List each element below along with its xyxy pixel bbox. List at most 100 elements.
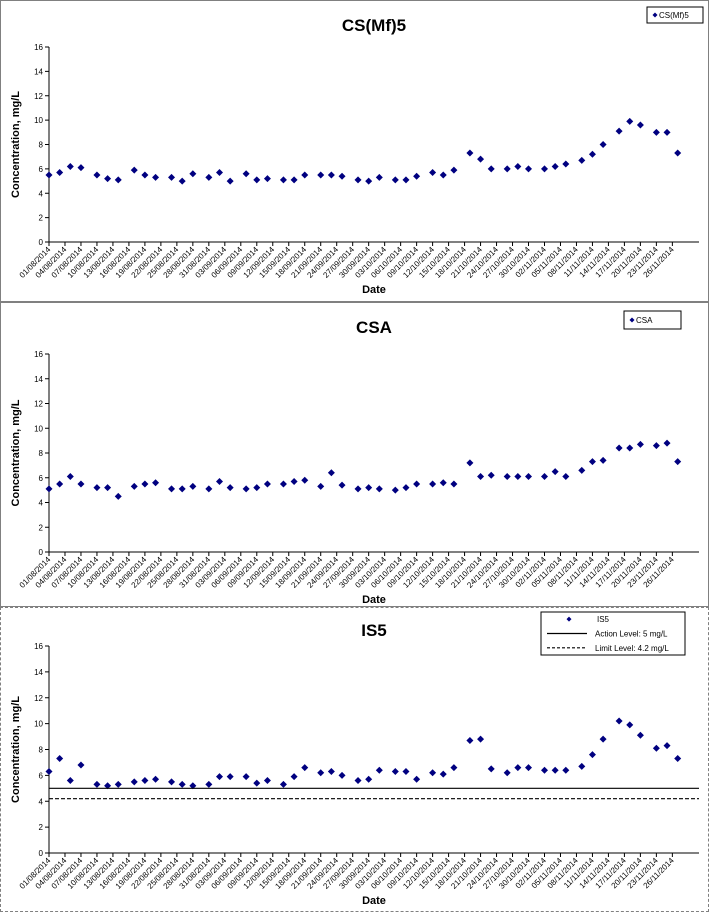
y-axis-title: Concentration, mg/L [10,696,22,803]
legend-label: IS5 [597,615,610,624]
data-point [215,477,223,485]
data-point [636,121,644,129]
y-tick-label: 8 [39,141,44,150]
data-point [450,480,458,488]
data-point [242,485,250,493]
data-point [253,176,261,184]
data-point [503,769,511,777]
data-point [327,171,335,179]
data-point [450,764,458,772]
data-point [663,128,671,136]
data-point [674,755,682,763]
data-point [279,480,287,488]
data-point [104,782,112,790]
data-point [338,172,346,180]
chart-panel-is5: IS5 0 2 4 6 8 10 12 14 16 01/08/2014 04/08/2014 07/0… [0,607,709,912]
y-tick-label: 10 [34,424,43,433]
data-point [674,149,682,157]
data-point [242,773,250,781]
data-point [45,767,53,775]
data-point [141,777,149,785]
data-point [487,471,495,479]
data-point [215,773,223,781]
legend: CS(Mf)5 [646,6,704,24]
y-tick-label: 2 [39,214,44,223]
data-point [551,766,559,774]
data-point [301,476,309,484]
data-point [189,782,197,790]
y-tick-label: 16 [34,350,43,359]
data-point [205,173,213,181]
data-point [178,780,186,788]
data-point [338,481,346,489]
data-point [578,762,586,770]
data-point [226,773,234,781]
y-tick-label: 14 [34,375,43,384]
data-point [429,769,437,777]
data-point [599,456,607,464]
data-point [130,166,138,174]
y-tick-label: 16 [34,43,43,52]
data-point [66,777,74,785]
data-point [93,780,101,788]
data-point [141,171,149,179]
y-tick-label: 12 [34,400,43,409]
data-point [652,128,660,136]
data-point [626,444,634,452]
data-point [652,442,660,450]
data-point [141,480,149,488]
y-axis-title: Concentration, mg/L [10,399,22,506]
data-point [429,480,437,488]
data-point [205,485,213,493]
data-point [279,780,287,788]
data-point [263,777,271,785]
data-point [599,141,607,148]
data-point [253,484,261,492]
data-point [615,127,623,135]
data-point [551,468,559,476]
data-point [477,155,485,163]
data-point [663,742,671,750]
data-point [189,482,197,490]
y-tick-label: 0 [39,238,44,247]
data-point [226,484,234,492]
data-point [114,780,122,788]
y-tick-label: 8 [39,746,44,755]
data-point [56,169,64,177]
data-point [588,458,596,466]
chart-is5: IS5024681012141601/08/201404/08/201407/0… [10,611,699,907]
y-tick-label: 8 [39,449,44,458]
data-point [290,477,298,485]
data-point [93,484,101,492]
data-point [615,444,623,452]
chart-title: IS5 [361,621,387,640]
chart-csmf5: CS(Mf)5024681012141601/08/201404/08/2014… [10,6,704,296]
data-point [466,149,474,157]
data-point [514,764,522,772]
y-tick-label: 6 [39,165,44,174]
data-point [130,778,138,786]
data-point [56,480,64,488]
data-point [178,177,186,185]
data-point [450,166,458,174]
data-point [365,484,373,492]
data-point [354,485,362,493]
y-tick-label: 4 [39,797,44,806]
data-point [242,170,250,178]
data-point [290,176,298,184]
y-tick-label: 14 [34,67,43,76]
data-point [375,173,383,181]
data-point [45,485,53,493]
data-point [263,175,271,183]
legend-box [646,6,704,24]
data-point [93,171,101,179]
legend-label: CS(Mf)5 [659,11,689,20]
data-point [152,173,160,181]
data-point [402,767,410,775]
data-point [327,469,335,477]
y-tick-label: 16 [34,642,43,651]
data-point [66,473,74,481]
data-point [487,765,495,773]
legend-marker [652,12,658,18]
data-point [77,164,85,172]
